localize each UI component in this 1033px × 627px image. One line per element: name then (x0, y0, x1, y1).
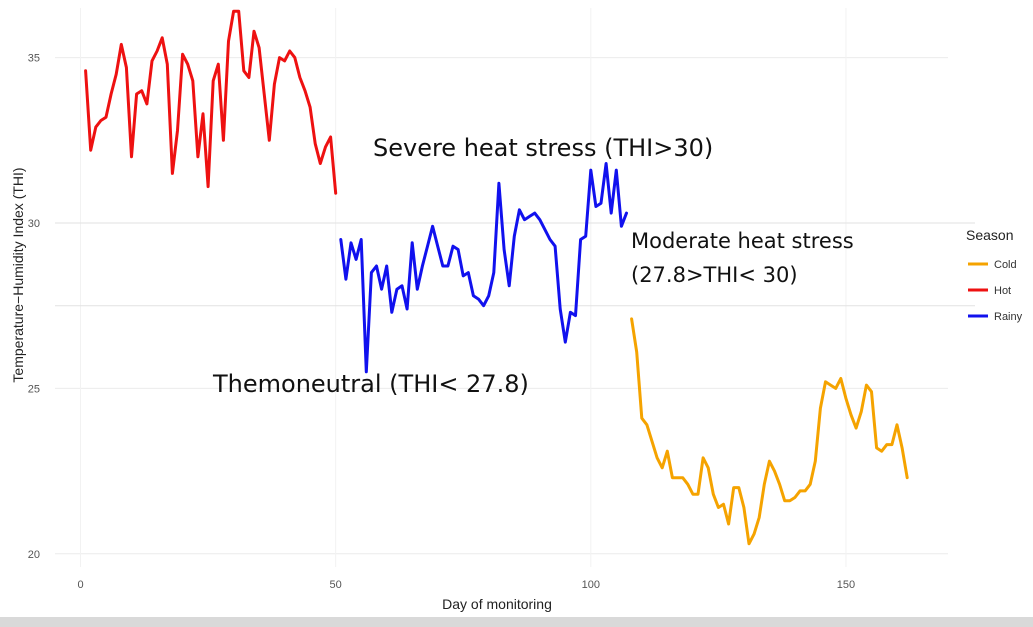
y-tick-label: 25 (28, 383, 40, 395)
series-line-hot (84, 9, 338, 195)
x-tick-label: 150 (837, 579, 855, 591)
legend-label-hot: Hot (994, 285, 1011, 297)
x-axis-title: Day of monitoring (442, 596, 552, 612)
annotation-thermoneutral: Themoneutral (THI< 27.8) (212, 370, 529, 398)
y-tick-label: 35 (28, 53, 40, 65)
plot-grid (55, 8, 948, 567)
annotation-moderate-heat-stress: Moderate heat stress (631, 229, 854, 253)
x-axis-ticks: 0 50 100 150 (77, 579, 855, 591)
x-tick-label: 0 (77, 579, 83, 591)
legend-label-rainy: Rainy (994, 311, 1023, 323)
legend: Season Cold Hot Rainy (966, 227, 1023, 323)
bottom-scroll-strip (0, 617, 1033, 627)
y-tick-label: 20 (28, 549, 40, 561)
series-line-cold (630, 317, 909, 546)
y-axis-title: Temperature−Humidity Index (THI) (10, 167, 26, 382)
annotation-severe-heat-stress: Severe heat stress (THI>30) (373, 134, 713, 162)
legend-label-cold: Cold (994, 259, 1017, 271)
x-tick-label: 50 (330, 579, 342, 591)
reference-lines (55, 222, 975, 307)
series-lines (84, 9, 909, 546)
legend-title: Season (966, 227, 1013, 243)
series-line-rainy (339, 162, 628, 374)
y-tick-label: 30 (28, 218, 40, 230)
annotation-moderate-range: (27.8>THI< 30) (631, 263, 798, 287)
y-axis-ticks: 20 25 30 35 (28, 53, 40, 561)
x-tick-label: 100 (582, 579, 600, 591)
